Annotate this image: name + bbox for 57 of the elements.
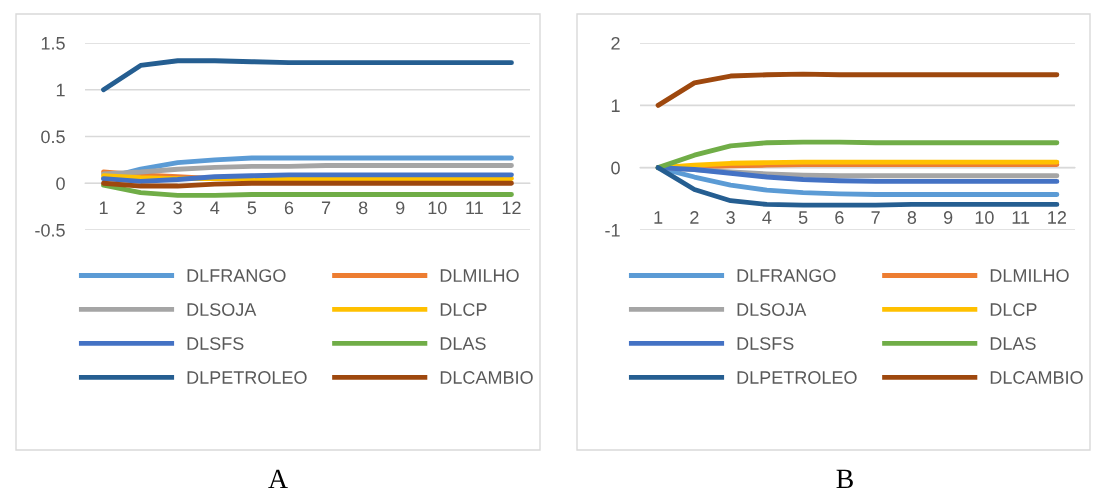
- legend-label: DLFRANGO: [737, 269, 836, 282]
- y-tick-label: -0.5: [35, 223, 65, 237]
- x-tick-label: 2: [690, 211, 699, 224]
- y-tick-label: 2: [611, 36, 620, 50]
- text: A: [268, 469, 288, 488]
- y-tick-label: 0: [611, 161, 620, 175]
- line-series: [101, 58, 514, 93]
- y-tick-label: -1: [605, 224, 620, 237]
- text: B: [836, 469, 853, 489]
- x-tick-label: 5: [798, 211, 808, 224]
- legend-label: DLFRANGO: [187, 269, 286, 282]
- x-tick-label: 1: [654, 211, 663, 224]
- line-series: [655, 139, 1060, 171]
- legend-label: DLMILHO: [440, 269, 519, 282]
- y-tick-label: 1: [56, 83, 65, 97]
- y-tick-label: 0.5: [41, 130, 65, 144]
- legend-label: DLSOJA: [187, 303, 257, 316]
- x-tick-label: 2: [136, 201, 145, 215]
- legend-label: DLSOJA: [737, 303, 807, 316]
- legend-label: DLMILHO: [990, 269, 1069, 282]
- x-tick-label: 8: [907, 211, 917, 224]
- legend-label: DLCP: [990, 303, 1037, 316]
- x-tick-label: 6: [284, 201, 294, 215]
- x-tick-label: 5: [247, 201, 257, 215]
- legend-label: DLAS: [440, 337, 486, 350]
- x-tick-label: 3: [726, 211, 735, 224]
- line-series: [101, 163, 514, 177]
- legend-label: DLSFS: [737, 337, 794, 350]
- x-tick-label: 4: [762, 211, 772, 224]
- y-tick-label: 1.5: [41, 37, 65, 50]
- x-tick-label: 9: [943, 211, 953, 224]
- legend-label: DLCP: [440, 303, 487, 316]
- x-tick-label: 11: [466, 201, 483, 215]
- legend-label: DLCAMBIO: [440, 371, 533, 384]
- line-series: [101, 182, 514, 198]
- x-tick-label: 1: [99, 201, 108, 215]
- x-tick-label: 4: [210, 201, 220, 215]
- legend-label: DLSFS: [187, 337, 244, 350]
- x-tick-label: 7: [321, 201, 331, 215]
- x-tick-label: 11: [1012, 211, 1030, 224]
- y-tick-label: 0: [56, 177, 65, 190]
- x-tick-label: 10: [975, 211, 994, 224]
- x-tick-label: 6: [835, 211, 844, 224]
- x-tick-label: 3: [173, 201, 182, 215]
- line-series: [655, 71, 1060, 108]
- legend-label: DLCAMBIO: [990, 371, 1083, 384]
- legend-label: DLPETROLEO: [187, 371, 307, 384]
- x-tick-label: 12: [1048, 211, 1067, 224]
- y-tick-label: 1: [611, 99, 620, 112]
- x-tick-label: 9: [396, 201, 405, 215]
- legend-label: DLPETROLEO: [737, 371, 857, 384]
- x-tick-label: 12: [502, 201, 521, 215]
- legend-label: DLAS: [990, 337, 1036, 350]
- x-tick-label: 8: [358, 201, 368, 215]
- x-tick-label: 7: [871, 211, 880, 224]
- x-tick-label: 10: [428, 201, 447, 215]
- line-series: [655, 165, 1060, 208]
